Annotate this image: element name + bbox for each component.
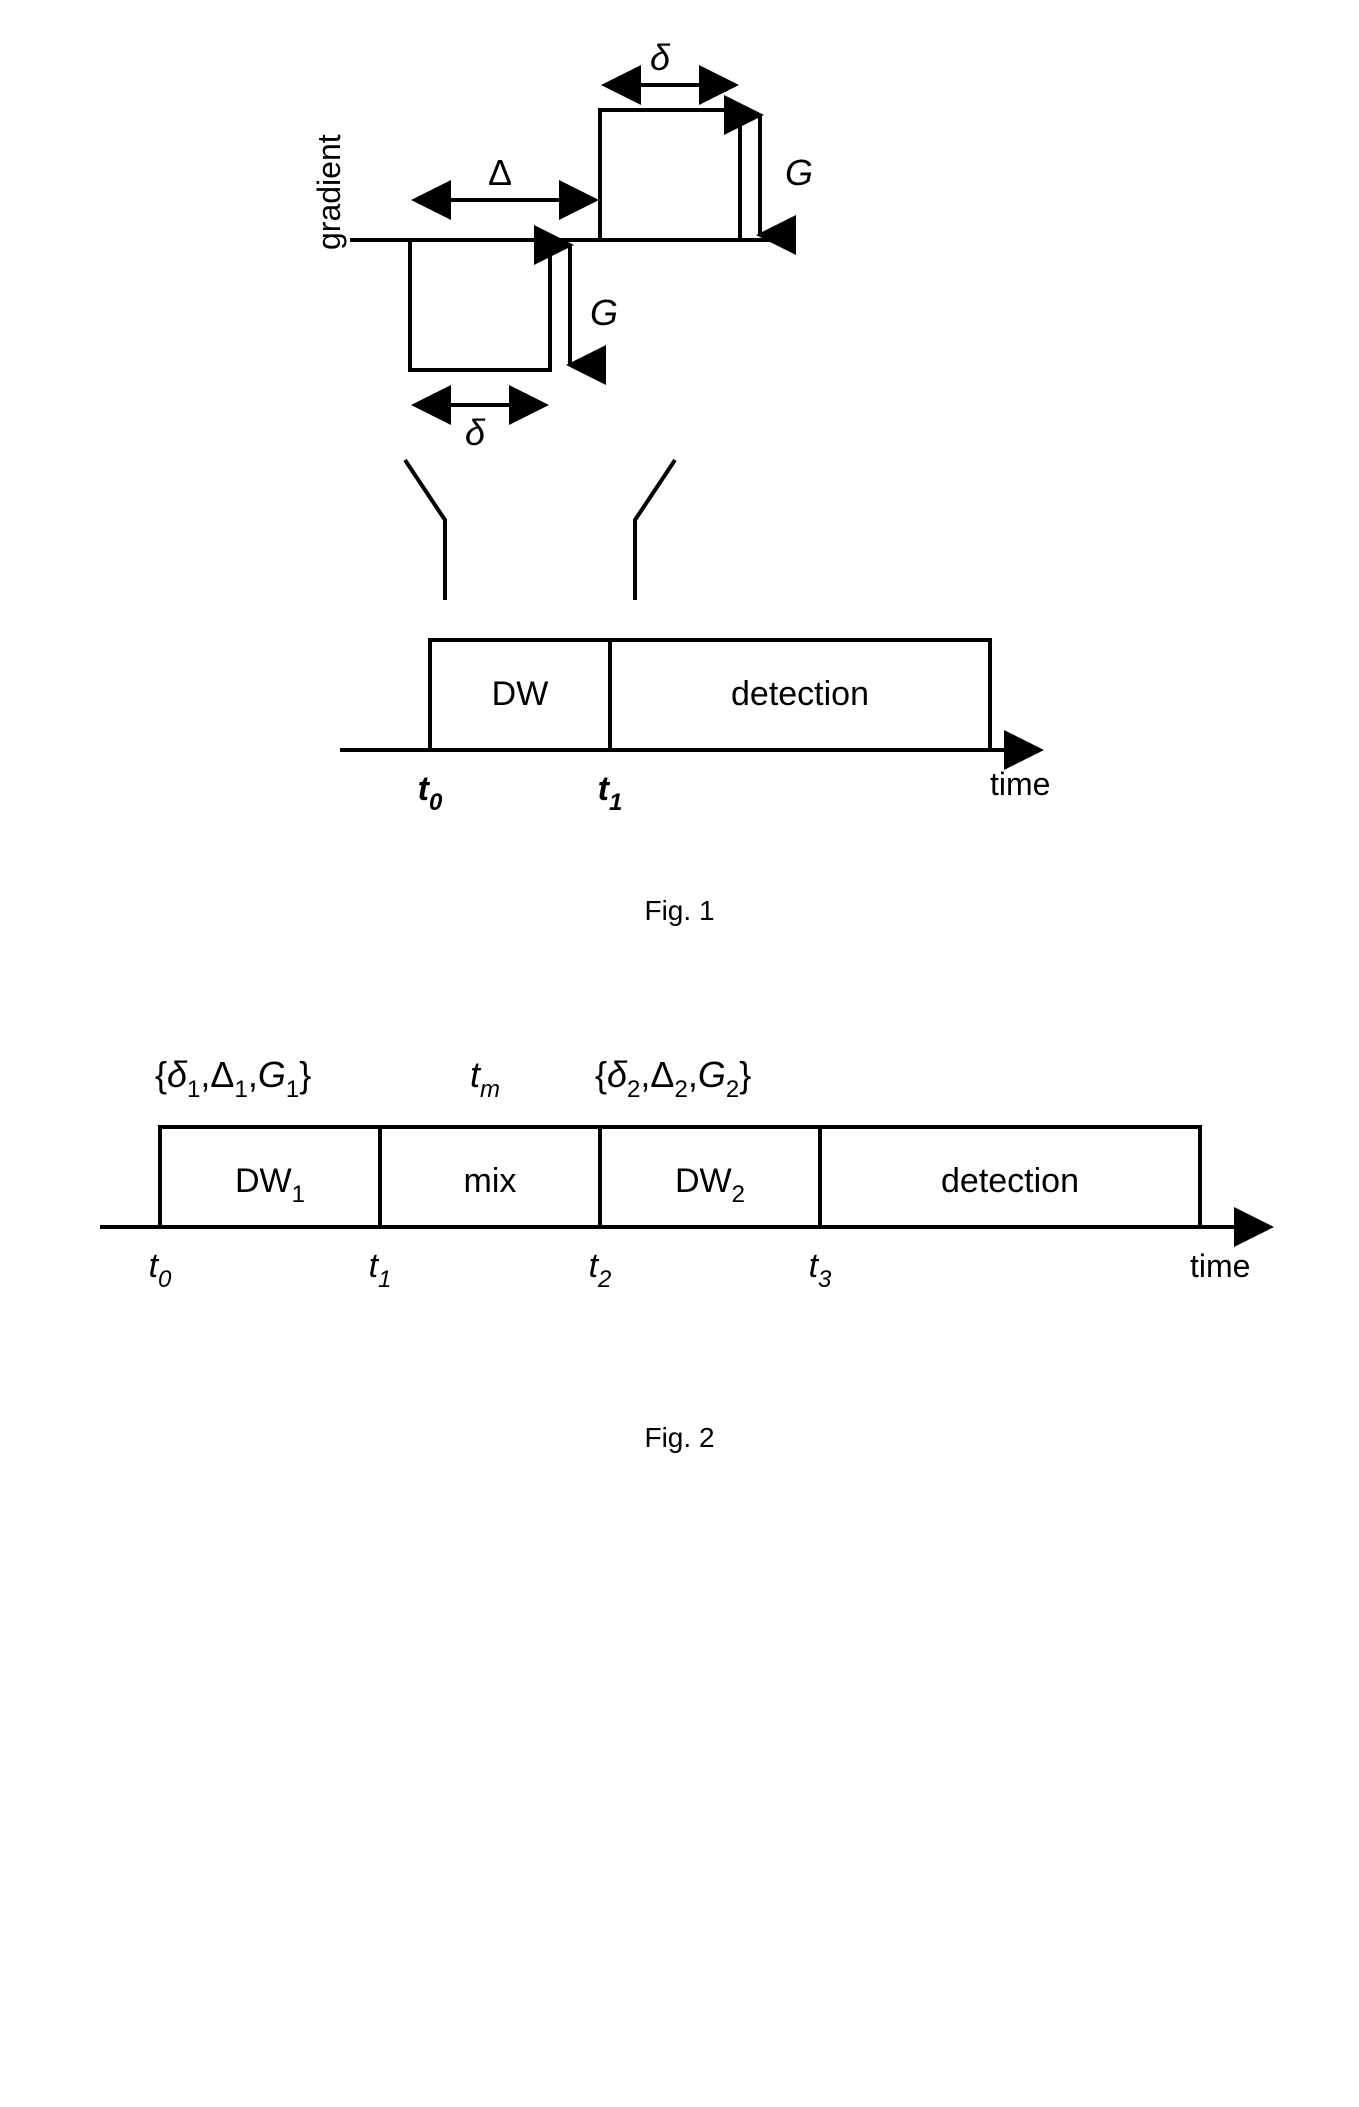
bracket-left <box>405 460 445 600</box>
fig1-detection-text: detection <box>731 675 869 713</box>
fig2-svg: {δ1,Δ1,G1} tm {δ2,Δ2,G2} time DW1 mix DW… <box>40 1007 1320 1367</box>
fig1-t0: t0 <box>417 770 442 816</box>
Delta-label: Δ <box>487 152 511 193</box>
G-pos-label: G <box>785 152 813 193</box>
G-neg-label: G <box>590 292 618 333</box>
fig2-mix-text: mix <box>463 1162 516 1200</box>
fig2-top-left: {δ1,Δ1,G1} <box>155 1054 311 1103</box>
fig1-svg: gradient δ δ Δ G <box>230 40 1130 840</box>
fig1-timeline-group: time DW detection t0 t1 <box>340 640 1050 816</box>
pos-pulse <box>600 110 740 240</box>
fig2-t3: t3 <box>808 1247 831 1293</box>
delta-pos-label: δ <box>649 40 670 78</box>
fig1-dw-text: DW <box>491 675 548 713</box>
fig2-t1: t1 <box>368 1247 391 1293</box>
fig2-t2: t2 <box>588 1247 611 1293</box>
fig2-top-right: {δ2,Δ2,G2} <box>595 1054 751 1103</box>
gradient-ylabel: gradient <box>311 134 347 250</box>
fig1-t1: t1 <box>597 770 622 816</box>
figure-container: gradient δ δ Δ G <box>40 40 1319 1454</box>
fig2-detection-text: detection <box>941 1162 1079 1200</box>
delta-neg-label: δ <box>464 412 485 453</box>
bracket-right <box>635 460 675 600</box>
gradient-pulse-group: gradient δ δ Δ G <box>311 40 813 600</box>
fig2-caption: Fig. 2 <box>40 1422 1320 1454</box>
neg-pulse <box>410 240 550 370</box>
fig1-time-label: time <box>990 766 1050 802</box>
fig2-time-label: time <box>1190 1248 1250 1284</box>
fig2-t0: t0 <box>148 1247 171 1293</box>
figure-2: {δ1,Δ1,G1} tm {δ2,Δ2,G2} time DW1 mix DW… <box>40 1007 1320 1454</box>
fig2-top-mid: tm <box>470 1054 500 1103</box>
fig1-caption: Fig. 1 <box>230 895 1130 927</box>
figure-1: gradient δ δ Δ G <box>230 40 1130 927</box>
